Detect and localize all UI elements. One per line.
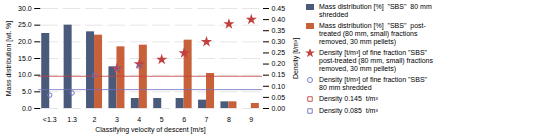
svg-text:<1.3: <1.3 [43,116,57,123]
svg-text:7: 7 [205,116,209,123]
svg-text:1.3: 1.3 [67,116,77,123]
html-text:Density 0.085 t/m³: Density 0.085 t/m³ [319,106,378,114]
svg-text:0.15: 0.15 [272,71,286,78]
html-text:Mass distribution [%] "SBS" 80: Mass distribution [%] "SBS" 80 mm shredd… [319,3,432,18]
svg-text:0.30: 0.30 [272,38,286,45]
svg-text:Mass distribution [wt. %]: Mass distribution [wt. %] [5,21,13,97]
svg-text:0.0: 0.0 [22,105,32,112]
svg-text:Density [t/m³]: Density [t/m³] [292,38,300,79]
svg-text:25.0: 25.0 [18,21,32,28]
svg-text:2: 2 [93,116,97,123]
svg-text:3: 3 [115,116,119,123]
html-text:Density [t/m³] of fine fractio: Density [t/m³] of fine fraction "SBS" po… [319,49,433,73]
svg-text:0.40: 0.40 [272,16,286,23]
svg-text:4: 4 [137,116,141,123]
html-text:Density [t/m³] of fine fractio: Density [t/m³] of fine fraction "SBS" 80… [319,76,428,92]
svg-text:0.45: 0.45 [272,5,286,12]
svg-text:20.0: 20.0 [18,38,32,45]
svg-text:0.35: 0.35 [272,27,286,34]
html-text:Mass distribution [%] "SBS" po: Mass distribution [%] "SBS" post- treate… [319,22,426,46]
html-text:Density 0.145 t/m³: Density 0.145 t/m³ [319,95,378,103]
svg-text:0.25: 0.25 [272,49,286,56]
svg-text:5.0: 5.0 [22,88,32,95]
svg-text:15.0: 15.0 [18,55,32,62]
svg-text:8: 8 [227,116,231,123]
svg-text:6: 6 [182,116,186,123]
svg-text:5: 5 [160,116,164,123]
svg-text:0.00: 0.00 [272,105,286,112]
svg-text:Classifying velocity of descen: Classifying velocity of descent [m/s] [95,126,206,134]
svg-text:0.05: 0.05 [272,94,286,101]
svg-text:0.20: 0.20 [272,60,286,67]
svg-text:30.0: 30.0 [18,5,32,12]
svg-text:0.10: 0.10 [272,83,286,90]
svg-text:9: 9 [249,116,253,123]
svg-text:10.0: 10.0 [18,71,32,78]
